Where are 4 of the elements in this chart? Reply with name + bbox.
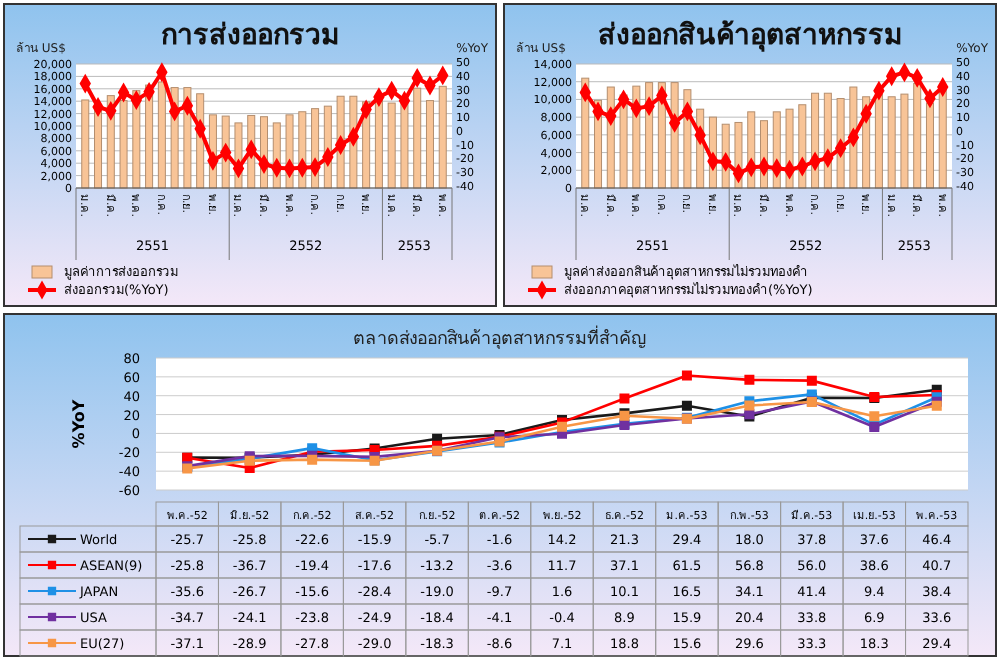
chart-title: ตลาดส่งออกสินค้าอุตสาหกรรมที่สำคัญ [353,324,647,350]
y-axis-title: %YoY [70,399,88,449]
chart-title: ส่งออกสินค้าอุตสาหกรรม [598,20,902,52]
chart-title: การส่งออกรวม [161,20,339,52]
